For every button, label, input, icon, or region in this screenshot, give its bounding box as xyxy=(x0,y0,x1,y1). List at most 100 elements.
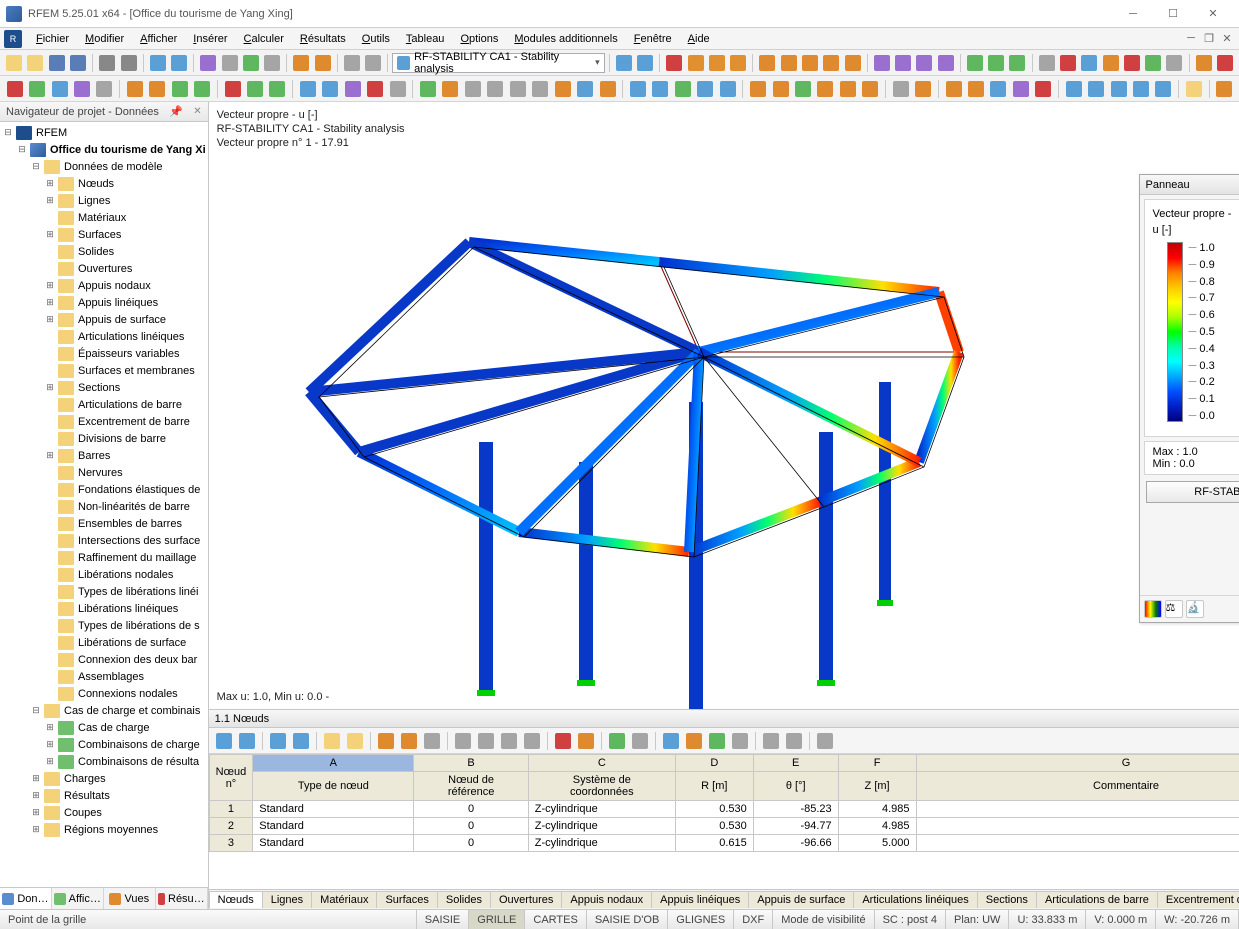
mdi-restore[interactable]: ❐ xyxy=(1201,32,1217,45)
col-header-comment[interactable]: Commentaire xyxy=(916,772,1239,801)
tb2-e5[interactable] xyxy=(837,78,858,100)
tb-m3[interactable] xyxy=(914,52,934,74)
tb2-a1[interactable] xyxy=(222,78,243,100)
tb-zoom[interactable] xyxy=(262,52,282,74)
tb-r2[interactable] xyxy=(778,52,798,74)
menu-calculer[interactable]: Calculer xyxy=(236,31,292,47)
tbltb-f[interactable] xyxy=(344,730,366,752)
col-letter-F[interactable]: F xyxy=(838,755,916,772)
balance-icon[interactable]: ⚖ xyxy=(1165,600,1183,618)
col-letter-A[interactable]: A xyxy=(253,755,414,772)
tree--paisseurs-variables[interactable]: Épaisseurs variables xyxy=(2,345,206,362)
tb2-c5[interactable] xyxy=(507,78,528,100)
tb2-rect[interactable] xyxy=(94,78,115,100)
tb-x1[interactable] xyxy=(1194,52,1214,74)
menu-résultats[interactable]: Résultats xyxy=(292,31,354,47)
tb-saveall[interactable] xyxy=(68,52,88,74)
tree-non-lin-arit-s-de-barre[interactable]: Non-linéarités de barre xyxy=(2,498,206,515)
menu-fenêtre[interactable]: Fenêtre xyxy=(626,31,680,47)
microscope-icon[interactable]: 🔬 xyxy=(1186,600,1204,618)
tb2-a3[interactable] xyxy=(267,78,288,100)
tbltb-a[interactable] xyxy=(213,730,235,752)
tb-undo[interactable] xyxy=(148,52,168,74)
tb-v2[interactable] xyxy=(986,52,1006,74)
tbltb-g[interactable] xyxy=(375,730,397,752)
tree-connexions-nodales[interactable]: Connexions nodales xyxy=(2,685,206,702)
col-header-R[interactable]: R [m] xyxy=(675,772,753,801)
tb2-a2[interactable] xyxy=(244,78,265,100)
tbltb-r[interactable] xyxy=(660,730,682,752)
menu-tableau[interactable]: Tableau xyxy=(398,31,453,47)
status-cartes[interactable]: CARTES xyxy=(525,910,586,929)
tb2-ln[interactable] xyxy=(26,78,47,100)
tb2-i1[interactable] xyxy=(1183,78,1204,100)
tree-lib-rations-nodales[interactable]: Libérations nodales xyxy=(2,566,206,583)
table-tab-articulations-lin-iques[interactable]: Articulations linéiques xyxy=(853,891,977,908)
col-letter-C[interactable]: C xyxy=(528,755,675,772)
tb-s5[interactable] xyxy=(1122,52,1142,74)
tree-divisions-de-barre[interactable]: Divisions de barre xyxy=(2,430,206,447)
tbltb-m[interactable] xyxy=(521,730,543,752)
tb2-f1[interactable] xyxy=(890,78,911,100)
tb2-h1[interactable] xyxy=(1063,78,1084,100)
tb2-c4[interactable] xyxy=(485,78,506,100)
tbltb-v[interactable] xyxy=(760,730,782,752)
table-grid[interactable]: Nœud n° A B C D E F G Type de nœud Nœud … xyxy=(209,754,1239,889)
mdi-close[interactable]: ✕ xyxy=(1219,32,1235,45)
tree-donn-es-de-mod-le[interactable]: ⊟Données de modèle xyxy=(2,158,206,175)
tree-charges[interactable]: ⊞Charges xyxy=(2,770,206,787)
col-header-ref[interactable]: Nœud de référence xyxy=(414,772,528,801)
tb-m1[interactable] xyxy=(872,52,892,74)
tb2-h4[interactable] xyxy=(1130,78,1151,100)
nav-tab-1[interactable]: Affic… xyxy=(52,888,104,909)
col-header-type[interactable]: Type de nœud xyxy=(253,772,414,801)
tree-appuis-lin-iques[interactable]: ⊞Appuis linéiques xyxy=(2,294,206,311)
tree-cas-de-charge-et-combinais[interactable]: ⊟Cas de charge et combinais xyxy=(2,702,206,719)
table-tab-solides[interactable]: Solides xyxy=(437,891,491,908)
tb2-e6[interactable] xyxy=(860,78,881,100)
tree-rfem[interactable]: ⊟RFEM xyxy=(2,124,206,141)
tb2-b1[interactable] xyxy=(297,78,318,100)
nav-tab-0[interactable]: Don… xyxy=(0,888,52,909)
col-header-Z[interactable]: Z [m] xyxy=(838,772,916,801)
tree-n-uds[interactable]: ⊞Nœuds xyxy=(2,175,206,192)
tree-mat-riaux[interactable]: Matériaux xyxy=(2,209,206,226)
tree-excentrement-de-barre[interactable]: Excentrement de barre xyxy=(2,413,206,430)
tree-articulations-de-barre[interactable]: Articulations de barre xyxy=(2,396,206,413)
tb-s7[interactable] xyxy=(1164,52,1184,74)
tb2-pt[interactable] xyxy=(4,78,25,100)
tree-solides[interactable]: Solides xyxy=(2,243,206,260)
menu-modifier[interactable]: Modifier xyxy=(77,31,132,47)
tree-lignes[interactable]: ⊞Lignes xyxy=(2,192,206,209)
tb2-g1[interactable] xyxy=(943,78,964,100)
menu-aide[interactable]: Aide xyxy=(680,31,718,47)
app-menu-icon[interactable]: R xyxy=(4,30,22,48)
tb2-h3[interactable] xyxy=(1108,78,1129,100)
tb-layer2[interactable] xyxy=(313,52,333,74)
tb-eye[interactable] xyxy=(685,52,705,74)
tb2-b2[interactable] xyxy=(320,78,341,100)
tbltb-o[interactable] xyxy=(575,730,597,752)
tbltb-d[interactable] xyxy=(290,730,312,752)
tb-open[interactable] xyxy=(25,52,45,74)
menu-afficher[interactable]: Afficher xyxy=(132,31,185,47)
tb-s3[interactable] xyxy=(1079,52,1099,74)
tree-lib-rations-lin-iques[interactable]: Libérations linéiques xyxy=(2,600,206,617)
table-tab-appuis-nodaux[interactable]: Appuis nodaux xyxy=(561,891,652,908)
tree-fondations-lastiques-de[interactable]: Fondations élastiques de xyxy=(2,481,206,498)
tbltb-x[interactable] xyxy=(814,730,836,752)
tb2-e4[interactable] xyxy=(815,78,836,100)
tree-types-de-lib-rations-lin-i[interactable]: Types de libérations linéi xyxy=(2,583,206,600)
tb2-c2[interactable] xyxy=(440,78,461,100)
tb2-h5[interactable] xyxy=(1153,78,1174,100)
tb-prev[interactable] xyxy=(614,52,634,74)
col-header-theta[interactable]: θ [°] xyxy=(753,772,838,801)
table-tab-ouvertures[interactable]: Ouvertures xyxy=(490,891,562,908)
tbltb-s[interactable] xyxy=(683,730,705,752)
menu-fichier[interactable]: Fichier xyxy=(28,31,77,47)
menu-insérer[interactable]: Insérer xyxy=(185,31,235,47)
status-saisie-ob[interactable]: SAISIE D'OB xyxy=(587,910,668,929)
navigator-tree[interactable]: ⊟RFEM⊟Office du tourisme de Yang Xi⊟Donn… xyxy=(0,122,208,887)
status-dxf[interactable]: DXF xyxy=(734,910,773,929)
tbltb-k[interactable] xyxy=(475,730,497,752)
